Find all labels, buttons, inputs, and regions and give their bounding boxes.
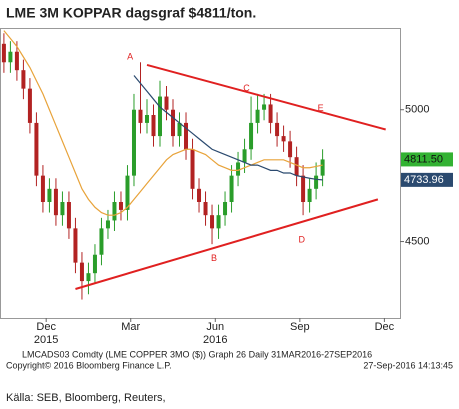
candle-body: [249, 122, 254, 150]
candle-body: [307, 188, 312, 202]
candle-body: [288, 141, 293, 158]
trendline: [75, 198, 379, 290]
candle-body: [60, 202, 65, 216]
candle-body: [242, 149, 247, 163]
plot-frame: [0, 28, 401, 319]
candle-body: [118, 202, 123, 210]
trendline: [146, 63, 386, 131]
candle-body: [184, 122, 189, 150]
last-value-box: [401, 172, 453, 187]
candle-body: [203, 202, 208, 216]
candle-body: [47, 188, 52, 202]
candle-body: [14, 51, 19, 71]
candle-body: [86, 273, 91, 282]
candle-body: [21, 70, 26, 89]
candle-body: [1, 43, 6, 63]
annotation: A: [127, 51, 133, 61]
candle-body: [144, 115, 149, 123]
candle-body: [314, 175, 319, 189]
annotation: E: [318, 103, 324, 113]
footer-line: 27-Sep-2016 14:13:45: [363, 360, 453, 370]
candle-body: [99, 228, 104, 255]
candle-body: [112, 202, 117, 221]
source: Källa: SEB, Bloomberg, Reuters,: [6, 392, 166, 404]
chart-title: LME 3M KOPPAR dagsgraf $4811/ton.: [6, 5, 256, 21]
candle-body: [262, 104, 267, 110]
annotation: D: [299, 235, 306, 245]
candle-body: [73, 228, 78, 263]
y-tick-label: 5000: [405, 104, 429, 116]
footer-line: Copyright© 2016 Bloomberg Finance L.P.: [6, 360, 172, 370]
x-tick-label: Jun: [206, 321, 224, 333]
candle-body: [171, 109, 176, 137]
candle-body: [301, 175, 306, 202]
candle-body: [40, 175, 45, 202]
x-year-label: 2016: [203, 334, 227, 346]
candle-body: [125, 175, 130, 210]
candle-body: [210, 215, 215, 229]
candle-body: [79, 262, 84, 282]
candle-body: [320, 159, 325, 176]
candle-body: [294, 157, 299, 176]
candle-body: [190, 149, 195, 189]
last-value-label: 4733.96: [404, 174, 444, 186]
candle-body: [34, 122, 39, 176]
candle-body: [138, 109, 143, 123]
footer-line: LMCADS03 Comdty (LME COPPER 3MO ($)) Gra…: [22, 349, 372, 359]
candle-body: [151, 115, 156, 137]
candle-body: [236, 162, 241, 176]
candle-body: [268, 104, 273, 123]
candle-body: [229, 175, 234, 202]
moving-average: [133, 75, 323, 181]
candle-body: [177, 122, 182, 137]
x-tick-label: Mar: [121, 321, 140, 333]
x-tick-label: Dec: [36, 321, 56, 333]
candle-body: [223, 202, 228, 216]
annotation: C: [243, 83, 250, 93]
y-tick-label: 4500: [405, 235, 429, 247]
last-value-box: [401, 152, 453, 167]
candle-body: [27, 88, 32, 123]
x-tick-label: Sep: [290, 321, 310, 333]
candle-body: [216, 215, 221, 229]
candle-body: [275, 122, 280, 137]
candle-body: [255, 109, 260, 123]
last-value-label: 4811.50: [404, 153, 443, 165]
x-year-label: 2015: [34, 334, 58, 346]
candle-body: [131, 109, 136, 176]
annotation: B: [211, 253, 217, 263]
candle-body: [281, 136, 286, 142]
moving-average: [3, 30, 323, 216]
candle-body: [8, 51, 13, 63]
x-tick-label: Dec: [375, 321, 395, 333]
candle-body: [158, 96, 162, 137]
candle-body: [92, 254, 97, 274]
candle-body: [53, 188, 58, 216]
candle-body: [105, 220, 110, 229]
candle-body: [164, 96, 169, 110]
candle-body: [66, 202, 71, 229]
candle-body: [197, 188, 202, 202]
